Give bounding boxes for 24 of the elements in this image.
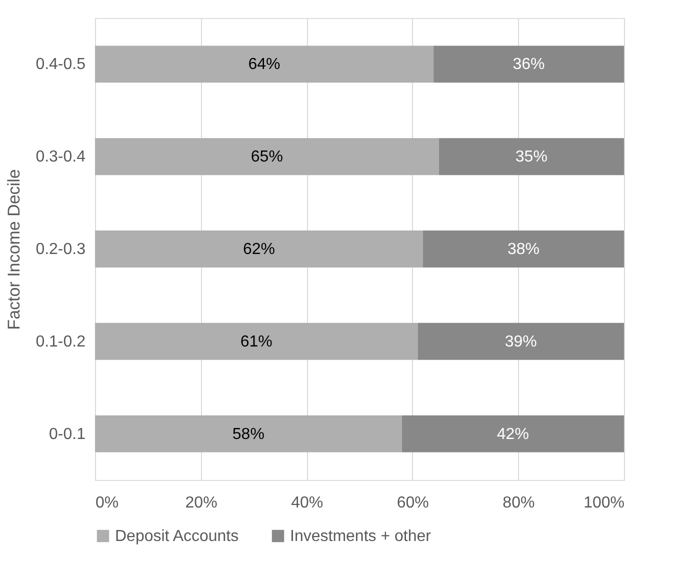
x-tick-label: 40% <box>291 494 324 512</box>
x-tick-label: 100% <box>584 494 624 512</box>
data-label: 58% <box>232 426 264 443</box>
x-tick-label: 20% <box>185 494 218 512</box>
data-label: 64% <box>248 56 280 74</box>
data-label: 65% <box>250 148 283 166</box>
y-tick-label: 0.4-0.5 <box>36 56 86 74</box>
y-tick-label: 0.3-0.4 <box>36 148 86 166</box>
x-tick-label: 0% <box>96 494 119 512</box>
x-tick-label: 60% <box>396 494 429 512</box>
y-axis-title: Factor Income Decile <box>4 169 24 330</box>
data-label: 36% <box>512 56 545 74</box>
data-label: 42% <box>496 426 529 443</box>
data-label: 35% <box>515 148 548 166</box>
x-tick-label: 80% <box>502 494 535 512</box>
data-label: 61% <box>240 333 272 350</box>
y-tick-label: 0.1-0.2 <box>36 333 86 350</box>
data-label: 62% <box>242 241 276 258</box>
legend-label: Investments + other <box>290 528 432 545</box>
data-label: 38% <box>507 241 540 258</box>
legend-label: Deposit Accounts <box>115 528 239 545</box>
data-label: 39% <box>504 333 537 350</box>
y-tick-label: 0-0.1 <box>49 426 86 443</box>
y-tick-label: 0.2-0.3 <box>36 241 86 258</box>
